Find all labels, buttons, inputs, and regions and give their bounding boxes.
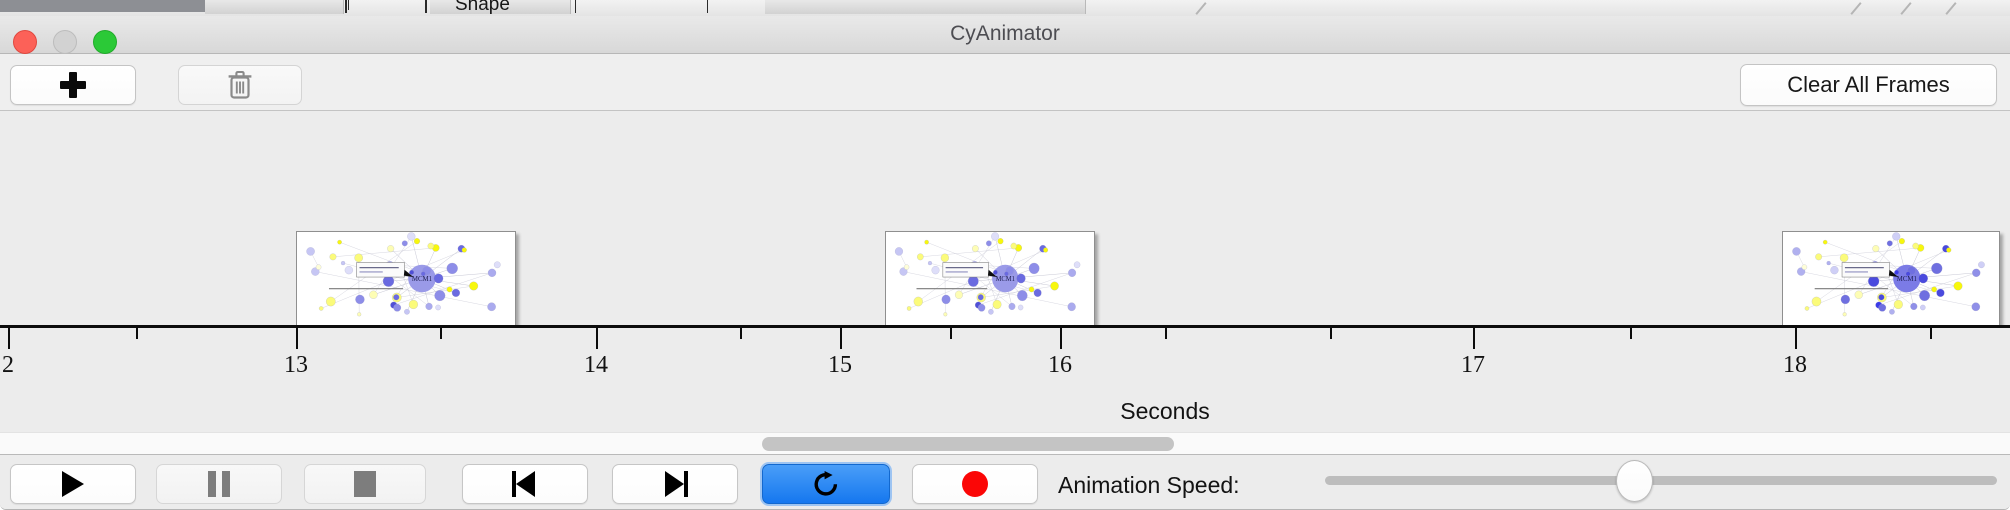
axis-tick-minor: [1165, 328, 1167, 339]
axis-title: Seconds: [1120, 398, 1210, 424]
axis-tick-minor: [136, 328, 138, 339]
window-title: CyAnimator: [950, 22, 1060, 45]
skip-to-end-icon: [662, 471, 688, 497]
axis-tick-major: [1060, 328, 1062, 349]
axis-tick-label: 2: [2, 352, 14, 378]
axis-tick-minor: [440, 328, 442, 339]
background-window-strip: Shape: [0, 0, 2010, 17]
close-button[interactable]: [13, 30, 37, 54]
background-slash: [1850, 2, 1862, 15]
record-icon: [962, 471, 988, 497]
animation-speed-label: Animation Speed:: [1058, 472, 1240, 498]
axis-tick-minor: [740, 328, 742, 339]
stop-icon: [354, 471, 376, 497]
cyanimator-window: CyAnimator Clear All Frames: [0, 16, 2010, 510]
pause-icon: [208, 471, 230, 497]
axis-tick-major: [296, 328, 298, 349]
slider-track: [1325, 476, 1997, 485]
axis-tick-label: 16: [1048, 352, 1072, 378]
plus-icon: [60, 72, 86, 98]
axis-tick-label: 14: [584, 352, 608, 378]
skip-to-end-button[interactable]: [612, 464, 738, 504]
frame-network-preview: MCM1: [886, 232, 1094, 325]
background-slash: [1195, 2, 1207, 15]
background-tick: [575, 0, 576, 13]
svg-text:MCM1: MCM1: [996, 276, 1015, 283]
network-tooltip: [942, 262, 997, 278]
background-toolbar-dark: [0, 0, 205, 12]
slider-knob[interactable]: [1616, 460, 1654, 502]
frame-thumbnail[interactable]: MCM1: [885, 231, 1095, 326]
svg-text:MCM1: MCM1: [412, 276, 433, 283]
background-slash: [1900, 2, 1912, 15]
background-chunk: [277, 0, 344, 14]
pause-button[interactable]: [156, 464, 282, 504]
background-chunk: [765, 0, 886, 14]
background-chunk: [885, 0, 1086, 14]
axis-tick-major: [8, 328, 10, 349]
axis-tick-label: 18: [1783, 352, 1807, 378]
background-tick: [348, 0, 349, 10]
background-shape-label: Shape: [455, 0, 510, 15]
add-frame-button[interactable]: [10, 65, 136, 105]
axis-tick-minor: [1930, 328, 1932, 339]
maximize-button[interactable]: [93, 30, 117, 54]
timeline-scrollbar[interactable]: [0, 432, 2010, 455]
background-tick: [345, 0, 347, 13]
record-button[interactable]: [912, 464, 1038, 504]
background-tick: [425, 0, 427, 13]
network-tooltip: [1841, 262, 1899, 278]
axis-tick-label: 15: [828, 352, 852, 378]
frame-network-preview: MCM1: [1783, 232, 1999, 325]
axis-tick-major: [1473, 328, 1475, 349]
clear-all-frames-label: Clear All Frames: [1787, 72, 1950, 97]
axis-tick-major: [1795, 328, 1797, 349]
frames-toolbar: Clear All Frames: [0, 54, 2010, 111]
timeline-axis-line: [0, 325, 2010, 328]
svg-text:MCM1: MCM1: [1897, 276, 1918, 283]
axis-tick-label: 17: [1461, 352, 1485, 378]
skip-to-start-icon: [512, 471, 538, 497]
axis-tick-minor: [950, 328, 952, 339]
stop-button[interactable]: [304, 464, 426, 504]
background-tick: [707, 0, 708, 13]
axis-tick-major: [840, 328, 842, 349]
axis-tick-minor: [1630, 328, 1632, 339]
network-graph: MCM1: [886, 232, 1094, 325]
minimize-button[interactable]: [53, 30, 77, 54]
animation-speed-slider[interactable]: [1325, 460, 1997, 502]
play-icon: [62, 471, 84, 497]
clear-all-frames-button[interactable]: Clear All Frames: [1740, 64, 1997, 106]
loop-button[interactable]: [762, 464, 890, 504]
timeline-scrollbar-thumb[interactable]: [762, 437, 1174, 451]
loop-icon: [814, 471, 838, 496]
frame-thumbnail[interactable]: MCM1: [1782, 231, 2000, 326]
axis-tick-major: [596, 328, 598, 349]
network-graph: MCM1: [297, 232, 515, 325]
delete-frame-button[interactable]: [178, 65, 302, 105]
axis-tick-label: 13: [284, 352, 308, 378]
timeline-panel[interactable]: MCM1 MCM1 MCM1: [0, 111, 2010, 327]
playback-controls: Animation Speed:: [0, 456, 2010, 509]
trash-icon: [228, 70, 252, 99]
frame-network-preview: MCM1: [297, 232, 515, 325]
network-tooltip: [356, 262, 414, 278]
background-chunk: [205, 0, 278, 14]
skip-to-start-button[interactable]: [462, 464, 588, 504]
network-graph: MCM1: [1783, 232, 1999, 325]
frame-thumbnail[interactable]: MCM1: [296, 231, 516, 326]
background-slash: [1945, 2, 1957, 15]
background-chunk: [430, 0, 571, 14]
window-titlebar: CyAnimator: [0, 16, 2010, 54]
axis-tick-minor: [1330, 328, 1332, 339]
play-button[interactable]: [10, 464, 136, 504]
